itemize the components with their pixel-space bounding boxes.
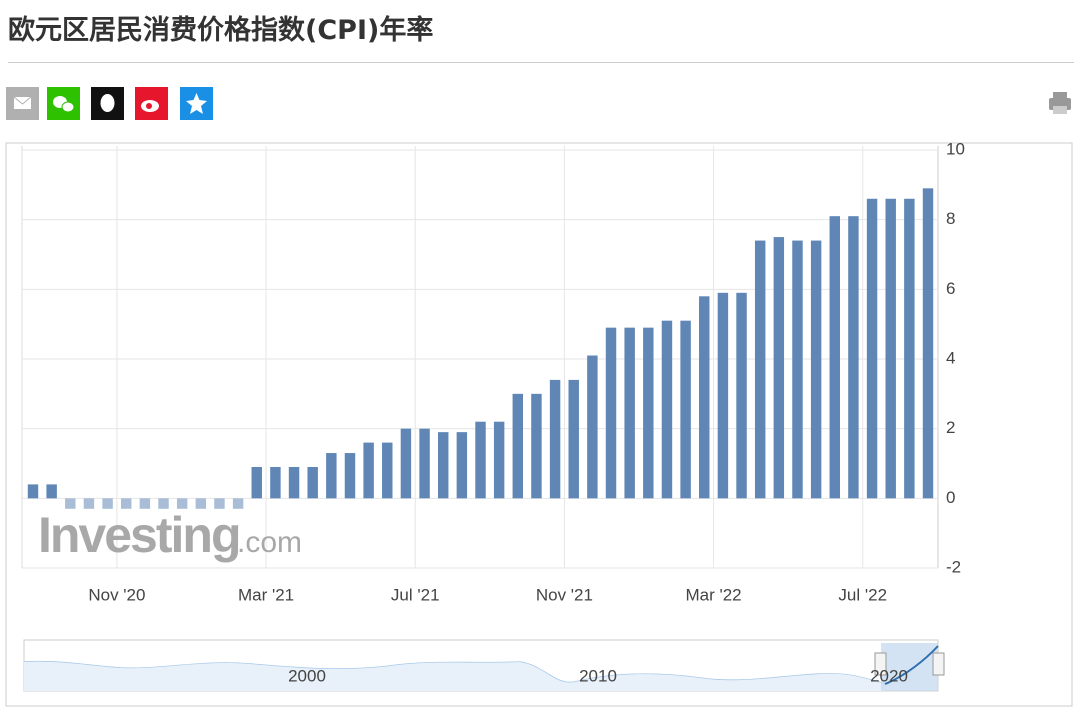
chart-frame xyxy=(5,142,1073,707)
bar xyxy=(419,428,430,499)
x-tick-label: Nov '20 xyxy=(88,585,145,604)
bar xyxy=(437,432,449,499)
divider xyxy=(8,62,1074,63)
y-tick-label: 10 xyxy=(946,139,965,158)
bar xyxy=(344,453,356,499)
bar xyxy=(773,237,785,499)
bar xyxy=(792,240,803,499)
y-tick-label: 0 xyxy=(946,488,955,507)
navigator-label: 2020 xyxy=(870,666,908,685)
print-button[interactable] xyxy=(1049,92,1071,114)
bar xyxy=(866,198,878,499)
share-qzone[interactable] xyxy=(180,87,213,120)
bar xyxy=(121,498,132,509)
bar xyxy=(363,442,374,499)
bar xyxy=(512,393,524,499)
navigator-label: 2000 xyxy=(288,666,326,685)
watermark-main: Investing xyxy=(38,507,239,563)
bar xyxy=(102,498,113,509)
navigator-handle[interactable] xyxy=(874,652,887,676)
bar xyxy=(904,198,915,499)
plot-area xyxy=(22,146,938,569)
y-tick-label: 8 xyxy=(946,209,955,228)
bar xyxy=(270,466,281,499)
bar xyxy=(27,484,39,499)
bar xyxy=(643,327,654,499)
bar xyxy=(810,240,822,499)
bar xyxy=(549,379,561,499)
page-title: 欧元区居民消费价格指数(CPI)年率 xyxy=(8,15,434,46)
bar xyxy=(65,498,76,509)
bar xyxy=(456,432,468,499)
bar xyxy=(195,498,207,509)
bar xyxy=(848,216,859,499)
x-tick-label: Jul '22 xyxy=(838,585,887,604)
navigator-selected-line xyxy=(884,645,939,685)
share-wechat[interactable] xyxy=(47,87,80,120)
bar xyxy=(699,296,710,499)
bar xyxy=(176,498,188,509)
share-bar xyxy=(6,87,1071,120)
bar xyxy=(829,216,840,499)
bar xyxy=(624,327,635,499)
bar xyxy=(493,421,505,499)
bar xyxy=(307,466,318,499)
bar xyxy=(717,292,729,499)
x-tick-label: Jul '21 xyxy=(391,585,440,604)
bar xyxy=(922,188,934,499)
x-tick-label: Nov '21 xyxy=(536,585,593,604)
x-tick-label: Mar '21 xyxy=(238,585,294,604)
bar xyxy=(382,442,393,499)
bar xyxy=(46,484,57,499)
bar xyxy=(251,466,262,499)
share-qq[interactable] xyxy=(91,87,124,120)
bar xyxy=(531,393,542,499)
bar xyxy=(326,453,337,499)
share-email[interactable] xyxy=(6,87,39,120)
bar xyxy=(475,421,486,499)
bar xyxy=(885,198,896,499)
y-tick-label: -2 xyxy=(946,557,961,576)
bar xyxy=(288,466,300,499)
watermark-suffix: .com xyxy=(237,526,302,559)
bar xyxy=(661,320,673,499)
bar xyxy=(754,240,766,499)
navigator-handle[interactable] xyxy=(932,652,945,676)
y-tick-label: 4 xyxy=(946,348,955,367)
share-weibo[interactable] xyxy=(135,87,168,120)
bar xyxy=(605,327,617,499)
bar xyxy=(83,498,95,509)
bar xyxy=(587,355,598,499)
bar xyxy=(736,292,747,499)
x-tick-label: Mar '22 xyxy=(685,585,741,604)
y-tick-label: 2 xyxy=(946,418,955,437)
bar xyxy=(400,428,412,499)
navigator-area xyxy=(24,661,885,691)
bar xyxy=(139,498,151,509)
navigator-label: 2010 xyxy=(579,666,617,685)
navigator-selection[interactable] xyxy=(881,643,938,691)
bar xyxy=(214,498,225,509)
bar xyxy=(680,320,691,499)
bar xyxy=(568,379,579,499)
bar xyxy=(232,498,244,509)
y-tick-label: 6 xyxy=(946,279,955,298)
bar xyxy=(158,498,169,509)
navigator: 2000 2010 2020 xyxy=(23,639,945,692)
